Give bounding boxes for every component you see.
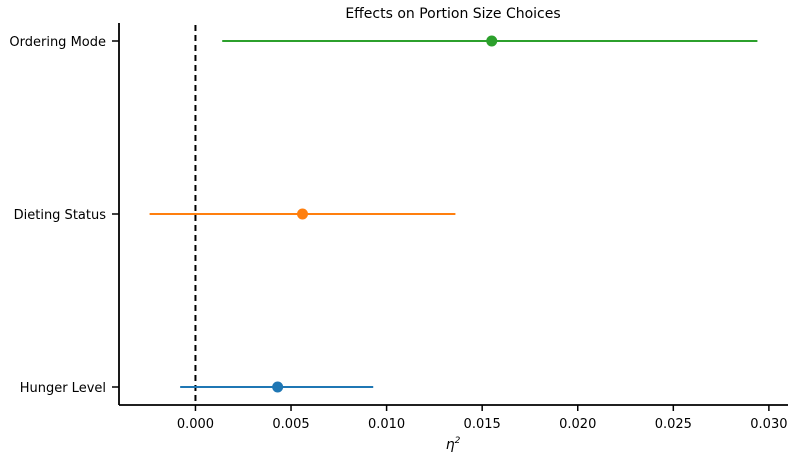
y-tick-label: Dieting Status xyxy=(14,208,107,223)
x-axis: 0.000 0.005 0.010 0.015 0.020 0.025 0.030 xyxy=(177,405,787,432)
chart-title: Effects on Portion Size Choices xyxy=(345,6,560,22)
y-tick-label: Ordering Mode xyxy=(9,35,106,50)
point-estimate xyxy=(296,208,308,220)
x-tick-label: 0.025 xyxy=(655,417,692,432)
y-tick-label: Hunger Level xyxy=(20,381,106,396)
x-axis-label-superscript: 2 xyxy=(455,436,461,446)
x-tick-label: 0.030 xyxy=(750,417,787,432)
plot-area xyxy=(149,25,758,405)
x-axis-label-symbol: η xyxy=(446,437,455,453)
x-tick-label: 0.005 xyxy=(272,417,309,432)
x-tick-label: 0.020 xyxy=(559,417,596,432)
x-tick-label: 0.015 xyxy=(464,417,501,432)
x-axis-label: η2 xyxy=(446,436,461,453)
y-axis: Ordering Mode Dieting Status Hunger Level xyxy=(9,35,119,396)
x-tick-label: 0.010 xyxy=(368,417,405,432)
point-estimate xyxy=(486,35,498,47)
point-estimate xyxy=(272,381,284,393)
x-tick-label: 0.000 xyxy=(177,417,214,432)
